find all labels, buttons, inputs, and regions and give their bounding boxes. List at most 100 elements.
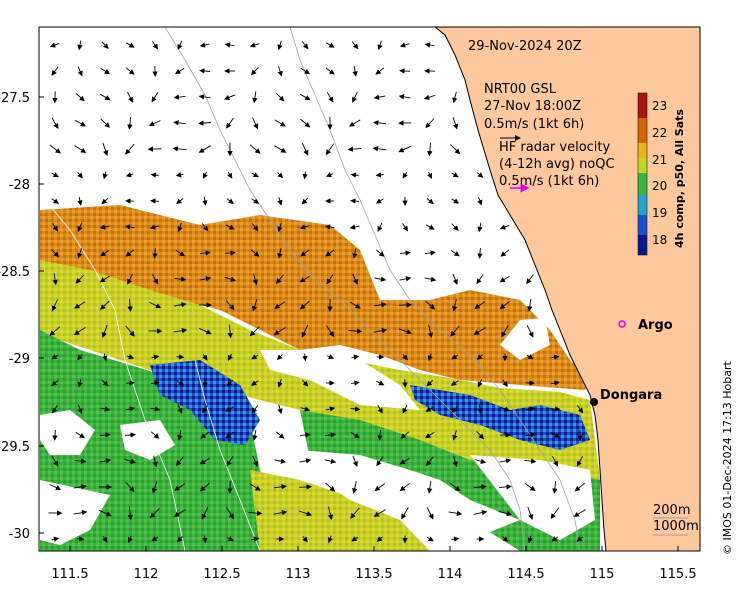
- x-tick-label: 115.5: [659, 567, 696, 582]
- colorbar-segment: [638, 215, 647, 235]
- velocity-arrow: [524, 458, 537, 464]
- velocity-arrow: [451, 354, 459, 360]
- velocity-arrow: [451, 223, 459, 231]
- velocity-arrow: [198, 327, 212, 335]
- colorbar-tick-label: 20: [652, 179, 667, 193]
- velocity-arrow: [325, 42, 335, 48]
- velocity-arrow: [348, 328, 363, 334]
- velocity-arrow: [172, 146, 187, 152]
- velocity-arrow: [224, 250, 236, 256]
- velocity-arrow: [277, 248, 283, 259]
- velocity-arrow: [152, 41, 159, 50]
- velocity-arrow: [102, 142, 109, 156]
- velocity-arrow: [226, 536, 235, 542]
- velocity-arrow: [125, 325, 135, 337]
- velocity-arrow: [351, 536, 359, 542]
- colorbar-segment: [638, 173, 647, 195]
- velocity-arrow: [425, 431, 435, 439]
- velocity-arrow: [302, 536, 308, 543]
- velocity-arrow: [149, 224, 160, 230]
- velocity-arrow: [127, 273, 133, 285]
- velocity-arrow: [399, 250, 411, 256]
- velocity-arrow: [52, 223, 59, 232]
- velocity-arrow: [124, 432, 136, 438]
- velocity-arrow: [76, 536, 85, 542]
- bathymetry-200m: [164, 27, 526, 551]
- velocity-arrow: [176, 536, 183, 543]
- velocity-arrow: [324, 224, 335, 230]
- velocity-arrow: [273, 327, 286, 335]
- velocity-arrow: [349, 224, 360, 230]
- velocity-arrow: [51, 117, 59, 129]
- velocity-arrow: [151, 274, 159, 285]
- velocity-arrow: [499, 275, 510, 283]
- velocity-arrow: [402, 171, 408, 179]
- velocity-arrow: [426, 379, 434, 387]
- velocity-arrow: [400, 431, 410, 439]
- velocity-arrow: [525, 406, 536, 412]
- velocity-arrow: [224, 42, 235, 48]
- velocity-arrow: [498, 484, 512, 490]
- velocity-arrow: [175, 172, 184, 178]
- radar-label-1: HF radar velocity: [499, 140, 611, 155]
- velocity-arrow: [175, 67, 185, 75]
- velocity-arrow: [250, 249, 260, 257]
- velocity-arrow: [249, 483, 261, 491]
- velocity-arrow: [373, 327, 388, 334]
- velocity-arrow: [551, 536, 559, 542]
- velocity-arrow: [527, 299, 533, 312]
- velocity-arrow: [200, 431, 210, 439]
- velocity-arrow: [148, 120, 161, 127]
- velocity-arrow: [226, 507, 234, 520]
- velocity-arrow: [77, 248, 83, 259]
- velocity-arrow: [77, 197, 83, 206]
- velocity-arrow: [175, 249, 185, 257]
- velocity-arrow: [177, 40, 183, 50]
- velocity-arrow: [49, 483, 62, 491]
- velocity-arrow: [325, 406, 336, 412]
- colorbar-frame: [637, 92, 648, 256]
- velocity-arrow: [573, 509, 586, 517]
- velocity-arrow: [277, 222, 283, 233]
- velocity-arrow: [501, 325, 509, 338]
- velocity-arrow: [427, 481, 433, 494]
- velocity-arrow: [574, 482, 585, 492]
- velocity-arrow: [325, 249, 335, 257]
- velocity-arrow: [274, 301, 286, 309]
- velocity-arrow: [374, 483, 386, 492]
- velocity-arrow: [452, 455, 458, 468]
- velocity-arrow: [377, 404, 383, 414]
- depth-legend-1000: 1000m: [653, 519, 699, 534]
- velocity-arrow: [427, 142, 433, 157]
- velocity-arrow: [300, 249, 310, 257]
- velocity-arrow: [452, 430, 458, 441]
- velocity-arrow: [152, 247, 158, 259]
- velocity-arrow: [352, 481, 358, 494]
- velocity-arrow: [124, 224, 135, 230]
- velocity-arrow: [477, 247, 483, 259]
- velocity-arrow: [325, 143, 335, 156]
- velocity-arrow: [425, 300, 436, 310]
- model-label-1: NRT00 GSL: [484, 82, 557, 97]
- colorbar-tick-label: 21: [652, 153, 667, 167]
- colorbar-tick-label: 18: [652, 233, 667, 247]
- velocity-arrow: [477, 222, 483, 233]
- velocity-arrow: [347, 146, 362, 152]
- x-axis: 111.5 112 112.5 113 113.5 114 114.5 115 …: [51, 546, 697, 582]
- velocity-arrow: [251, 223, 259, 232]
- cloud-gap-7: [500, 318, 550, 360]
- velocity-arrow: [177, 430, 183, 441]
- model-label-2: 27-Nov 18:00Z: [484, 99, 581, 114]
- velocity-arrow: [252, 91, 258, 104]
- velocity-arrow: [324, 458, 337, 464]
- velocity-arrow: [527, 506, 534, 520]
- velocity-arrow: [398, 94, 411, 100]
- velocity-arrow: [177, 222, 183, 233]
- velocity-arrow: [201, 506, 209, 520]
- velocity-arrow: [73, 510, 88, 516]
- sst-yellow-south: [250, 470, 430, 551]
- velocity-arrow: [350, 172, 359, 178]
- velocity-arrow: [477, 172, 484, 178]
- velocity-arrow: [252, 117, 259, 130]
- velocity-arrow: [473, 327, 486, 335]
